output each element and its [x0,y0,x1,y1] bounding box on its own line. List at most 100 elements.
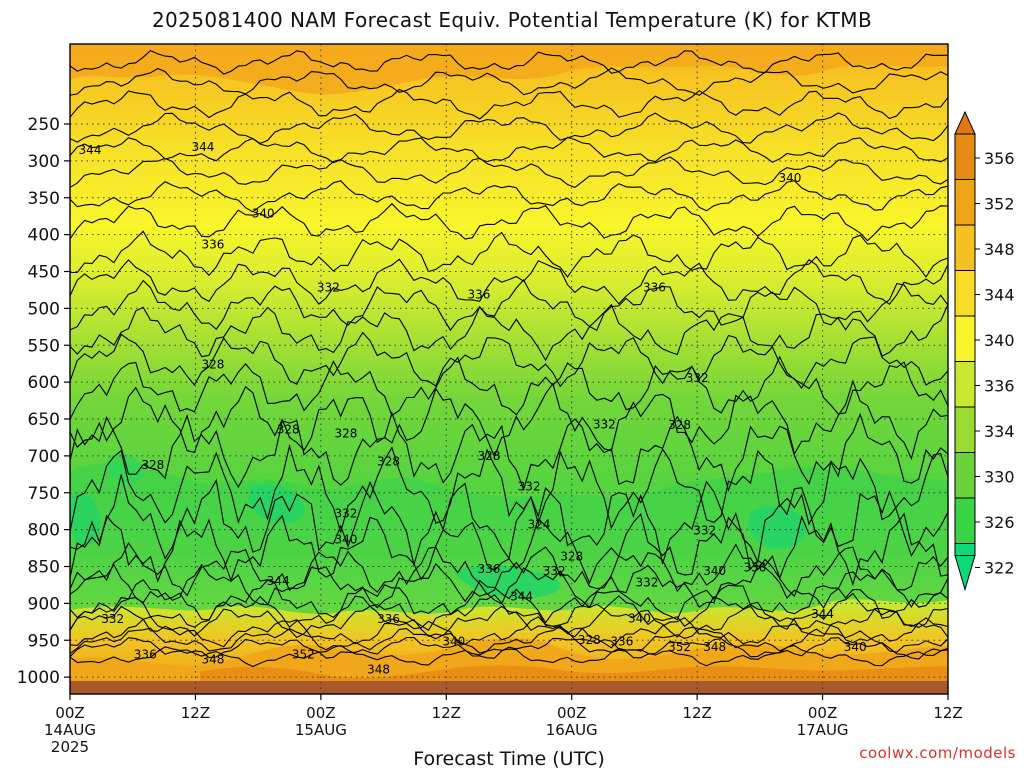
y-tick-label: 850 [28,558,60,578]
contour-label: 332 [334,507,357,521]
contour-label: 328 [377,454,400,468]
colorbar-arrow-bottom [954,555,976,592]
contour-label: 352 [292,648,315,662]
colorbar-segment [954,270,976,317]
contour-label: 328 [560,549,583,563]
moist-cell-1 [454,565,561,599]
contour-label: 332 [101,612,124,626]
colorbar: 356 352 348 344 340 336 334 330 326 322 [954,110,1015,592]
contour-line [70,562,948,609]
y-tick-label: 550 [28,336,60,356]
contour-line [70,279,948,332]
y-tick-label: 950 [28,631,60,651]
contour-line [70,230,948,278]
colorbar-segment [954,452,976,499]
colorbar-label: 340 [984,331,1015,350]
colorbar-segment [954,361,976,408]
contour-line [70,331,948,390]
contour-label: 340 [844,640,867,654]
colorbar-label: 336 [984,377,1015,396]
contour-label: 348 [703,640,726,654]
x-axis-label: Forecast Time (UTC) [413,748,604,768]
x-tick-label-time: 00Z [808,704,837,722]
x-tick-label-time: 00Z [557,704,586,722]
contour-label: 340 [252,207,275,221]
contour-label: 332 [317,280,340,294]
contour-label: 328 [334,426,357,440]
plot-area [70,44,948,694]
x-tick-label-date: 15AUG [295,721,347,739]
contour-label: 352 [668,640,691,654]
x-tick-label-time: 12Z [181,704,210,722]
contour-label: 340 [334,532,357,546]
contour-line [70,49,948,75]
contour-label: 328 [477,449,500,463]
contour-label: 328 [202,358,225,372]
x-tick-label-year: 2025 [51,738,89,756]
contour-label: 344 [267,574,290,588]
contour-label: 328 [668,418,691,432]
contour-line [70,88,948,120]
colorbar-label: 356 [984,149,1015,168]
contour-label: 336 [202,237,225,251]
contour-label: 336 [477,562,500,576]
contour-line [70,616,948,649]
y-tick-label: 650 [28,410,60,430]
contour-label: 336 [610,634,633,648]
x-tick-label-time: 12Z [682,704,711,722]
plot-frame [69,43,949,695]
y-tick-label: 350 [28,189,60,209]
y-tick-label: 750 [28,484,60,504]
contour-line [70,605,948,639]
colorbar-segment [954,179,976,226]
colorbar-label: 330 [984,468,1015,487]
contour-line [70,592,948,631]
contour-label: 328 [578,633,601,647]
colorbar-arrow-top [954,110,976,135]
colorbar-segment [954,224,976,271]
grid-lines [70,44,948,694]
contour-line [70,202,948,242]
contour-line [70,156,948,189]
contour-label: 344 [192,140,215,154]
contour-label: 336 [377,612,400,626]
colorbar-label: 344 [984,286,1015,305]
x-tick-label-date: 14AUG [44,721,96,739]
contour-line [70,644,948,668]
contour-label: 324 [528,518,551,532]
colorbar-label: 334 [984,422,1015,441]
contour-label: 344 [811,607,834,621]
chart-title: 2025081400 NAM Forecast Equiv. Potential… [151,8,873,32]
contour-label: 336 [643,280,666,294]
colorbar-segment [954,133,976,180]
contour-label: 348 [202,653,225,667]
contour-line [70,258,948,305]
contour-label: 336 [743,561,766,575]
y-tick-label: 600 [28,373,60,393]
contour-label: 332 [518,479,541,493]
colorbar-segment [954,543,976,556]
colorbar-label: 348 [984,240,1015,259]
colorbar-segment [954,497,976,544]
contour-label: 340 [442,634,465,648]
contour-label: 328 [141,458,164,472]
contour-line [70,379,948,461]
contour-label: 332 [693,524,716,538]
source-credit: coolwx.com/models [859,744,1016,762]
colorbar-segment [954,315,976,362]
y-tick-label: 450 [28,263,60,283]
ground-surface [70,681,948,694]
contour-line [70,626,948,655]
contour-lines [70,49,948,668]
moist-cell-4 [70,493,101,546]
contour-line [70,303,948,362]
contour-label: 336 [467,288,490,302]
contour-label: 332 [686,371,709,385]
contour-label: 344 [510,589,533,603]
contour-line [70,180,948,213]
x-tick-label-date: 17AUG [797,721,849,739]
x-tick-label-time: 12Z [933,704,962,722]
contour-line [70,355,948,420]
